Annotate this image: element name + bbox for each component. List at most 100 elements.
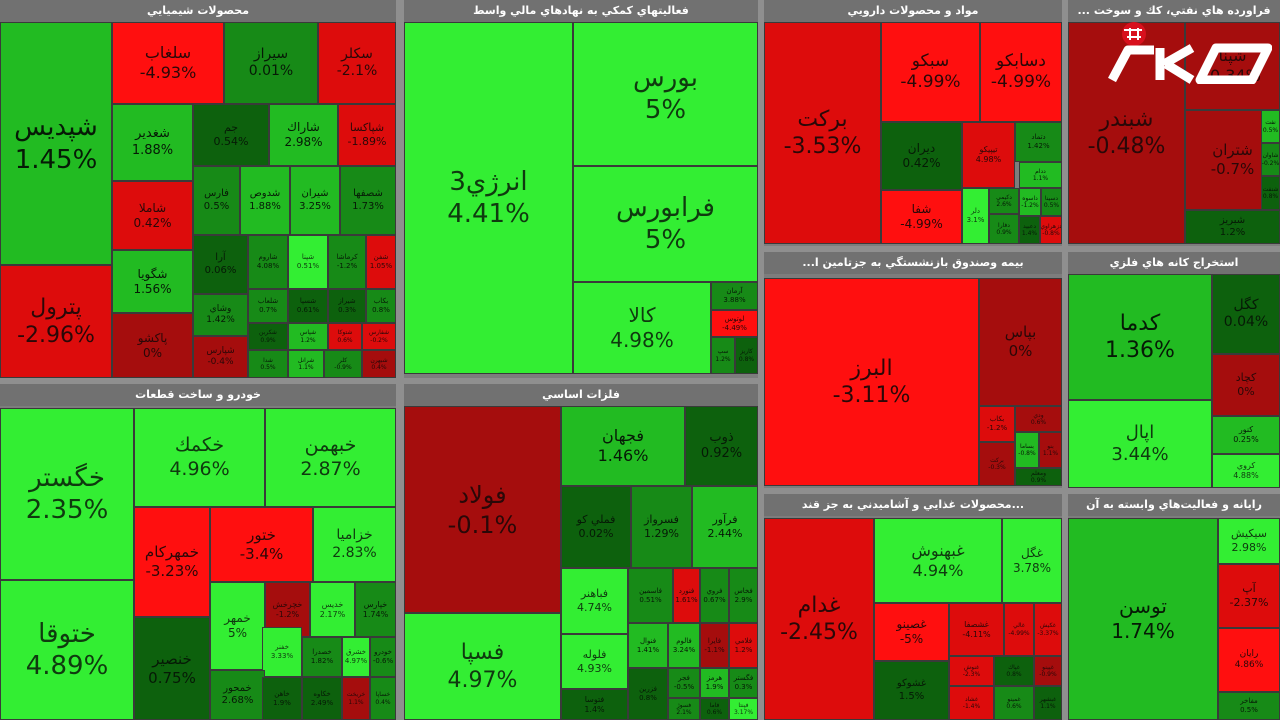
- stock-tile[interactable]: دسابكو -4.99%: [980, 22, 1062, 122]
- stock-tile[interactable]: فخاس 2.9%: [729, 568, 758, 623]
- stock-tile[interactable]: خديس 2.17%: [310, 582, 355, 637]
- stock-tile[interactable]: بپاس 0%: [979, 278, 1062, 406]
- stock-tile[interactable]: فتوسا 1.4%: [561, 689, 628, 720]
- stock-tile[interactable]: كلر -0.9%: [324, 350, 362, 378]
- stock-tile[interactable]: هرمز 1.9%: [700, 668, 729, 698]
- stock-tile[interactable]: آرمان 3.88%: [711, 282, 758, 310]
- stock-tile[interactable]: دزهراوي -0.8%: [1040, 216, 1062, 244]
- stock-tile[interactable]: دسينا 0.5%: [1041, 188, 1062, 216]
- stock-tile[interactable]: شپاكسا -1.89%: [338, 104, 396, 166]
- stock-tile[interactable]: فلامي 1.2%: [729, 623, 758, 668]
- stock-tile[interactable]: سلغاب -4.93%: [112, 22, 224, 104]
- stock-tile[interactable]: فايرا -1.1%: [700, 623, 729, 668]
- stock-tile[interactable]: فاما 0.6%: [700, 698, 729, 720]
- stock-tile[interactable]: شاروم 4.08%: [248, 235, 288, 289]
- stock-tile[interactable]: شغدير 1.88%: [112, 104, 193, 181]
- stock-tile[interactable]: وشاي 1.42%: [193, 294, 248, 336]
- stock-tile[interactable]: دكيمي 2.6%: [989, 188, 1019, 214]
- stock-tile[interactable]: فسرواز 1.29%: [631, 486, 692, 568]
- stock-tile[interactable]: كالا 4.98%: [573, 282, 711, 374]
- stock-tile[interactable]: غپاك 0.8%: [994, 656, 1034, 686]
- stock-tile[interactable]: فنورد 1.61%: [673, 568, 700, 623]
- stock-tile[interactable]: شسپا 0.61%: [288, 289, 328, 323]
- stock-tile[interactable]: شصفها 1.73%: [340, 166, 396, 235]
- stock-tile[interactable]: خفنر 3.33%: [262, 627, 302, 677]
- stock-tile[interactable]: شكربن 0.9%: [248, 323, 288, 350]
- stock-tile[interactable]: كنور 0.25%: [1212, 416, 1280, 454]
- stock-tile[interactable]: شفا -4.99%: [881, 190, 962, 244]
- stock-tile[interactable]: خشرق 4.97%: [342, 637, 370, 677]
- stock-tile[interactable]: سيراز 0.01%: [224, 22, 318, 104]
- stock-tile[interactable]: غمينو 0.6%: [994, 686, 1034, 720]
- stock-tile[interactable]: فجهان 1.46%: [561, 406, 685, 486]
- stock-tile[interactable]: شفن 1.05%: [366, 235, 396, 289]
- stock-tile[interactable]: فسپا 4.97%: [404, 613, 561, 720]
- stock-tile[interactable]: سكلر -2.1%: [318, 22, 396, 104]
- stock-tile[interactable]: سبكو -4.99%: [881, 22, 980, 122]
- stock-tile[interactable]: انرژي3 4.41%: [404, 22, 573, 374]
- stock-tile[interactable]: كدما 1.36%: [1068, 274, 1212, 400]
- stock-tile[interactable]: شيران 3.25%: [290, 166, 340, 235]
- stock-tile[interactable]: توسن 1.74%: [1068, 518, 1218, 720]
- stock-tile[interactable]: شپارس -0.4%: [193, 336, 248, 378]
- sector-title[interactable]: فلزات اساسي: [404, 384, 758, 406]
- stock-tile[interactable]: شبريز 1.2%: [1185, 210, 1280, 244]
- sector-title[interactable]: فعاليتهاي كمكي به نهادهاي مالي واسط: [404, 0, 758, 22]
- stock-tile[interactable]: غشوكو 1.5%: [874, 661, 949, 720]
- stock-tile[interactable]: فالوم 3.24%: [668, 623, 700, 668]
- stock-tile[interactable]: شفارس -0.2%: [362, 323, 396, 350]
- stock-tile[interactable]: سيكيش 2.98%: [1218, 518, 1280, 564]
- stock-tile[interactable]: غشصفا -4.11%: [949, 603, 1004, 656]
- sector-title[interactable]: ...بيمه وصندوق بازنشستگي به جزتامين ا: [764, 252, 1062, 274]
- stock-tile[interactable]: بركت -3.53%: [764, 22, 881, 244]
- stock-tile[interactable]: شبهرن 0.4%: [362, 350, 396, 378]
- stock-tile[interactable]: بورس 5%: [573, 22, 758, 166]
- stock-tile[interactable]: شاملا 0.42%: [112, 181, 193, 250]
- stock-tile[interactable]: غالي -4.99%: [1004, 603, 1034, 656]
- stock-tile[interactable]: دعبيد 1.4%: [1019, 216, 1040, 244]
- stock-tile[interactable]: فزرين 0.8%: [628, 668, 668, 720]
- stock-tile[interactable]: دتماد 1.42%: [1015, 122, 1062, 162]
- stock-tile[interactable]: فاسمين 0.51%: [628, 568, 673, 623]
- stock-tile[interactable]: كگل 0.04%: [1212, 274, 1280, 354]
- stock-tile[interactable]: غدام -2.45%: [764, 518, 874, 720]
- stock-tile[interactable]: غبهنوش 4.94%: [874, 518, 1002, 603]
- stock-tile[interactable]: سپ 1.2%: [711, 337, 735, 374]
- stock-tile[interactable]: خساپا 0.4%: [370, 677, 396, 720]
- stock-tile[interactable]: تيپيكو 4.98%: [962, 122, 1015, 188]
- stock-tile[interactable]: خاهن 1.9%: [262, 677, 302, 720]
- stock-tile[interactable]: شيراز 0.3%: [328, 289, 366, 323]
- stock-tile[interactable]: كرماشا -1.2%: [328, 235, 366, 289]
- stock-tile[interactable]: شپنا 0.51%: [288, 235, 328, 289]
- stock-tile[interactable]: دلر 3.1%: [962, 188, 989, 244]
- stock-tile[interactable]: ددام 1.1%: [1019, 162, 1062, 188]
- stock-tile[interactable]: خگستر 2.35%: [0, 408, 134, 580]
- stock-tile[interactable]: مفاخر 0.5%: [1218, 692, 1280, 720]
- stock-tile[interactable]: شدا 0.5%: [248, 350, 288, 378]
- stock-tile[interactable]: شاوان -0.2%: [1261, 143, 1280, 176]
- stock-tile[interactable]: غصينو -5%: [874, 603, 949, 661]
- stock-tile[interactable]: نفت 0.5%: [1261, 110, 1280, 143]
- stock-tile[interactable]: بكاب -1.2%: [979, 406, 1015, 442]
- stock-tile[interactable]: فارس 0.5%: [193, 166, 240, 235]
- stock-tile[interactable]: بركت -0.3%: [979, 442, 1015, 486]
- sector-title[interactable]: مواد و محصولات دارويي: [764, 0, 1062, 22]
- stock-tile[interactable]: پترول -2.96%: [0, 265, 112, 378]
- stock-tile[interactable]: خمهركام -3.23%: [134, 507, 210, 617]
- stock-tile[interactable]: كچاد 0%: [1212, 354, 1280, 416]
- stock-tile[interactable]: دفارا 0.9%: [989, 214, 1019, 244]
- stock-tile[interactable]: خزاميا 2.83%: [313, 507, 396, 582]
- stock-tile[interactable]: ومعلم 0.9%: [1015, 468, 1062, 486]
- stock-tile[interactable]: ختور -3.4%: [210, 507, 313, 582]
- stock-tile[interactable]: شرانل 1.1%: [288, 350, 324, 378]
- stock-tile[interactable]: فولاد -0.1%: [404, 406, 561, 613]
- stock-tile[interactable]: شلعاب 0.7%: [248, 289, 288, 323]
- stock-tile[interactable]: لوتوس -4.49%: [711, 310, 758, 337]
- stock-tile[interactable]: كاريز 0.8%: [735, 337, 758, 374]
- stock-tile[interactable]: خودرو -0.6%: [370, 637, 396, 677]
- sector-title[interactable]: رايانه و فعاليت‌هاي وابسته به آن: [1068, 494, 1280, 516]
- stock-tile[interactable]: جم 0.54%: [193, 104, 269, 166]
- sector-title[interactable]: محصولات شيميايي: [0, 0, 396, 22]
- stock-tile[interactable]: غپينو -0.9%: [1034, 656, 1062, 686]
- stock-tile[interactable]: فپنتا 3.17%: [729, 698, 758, 720]
